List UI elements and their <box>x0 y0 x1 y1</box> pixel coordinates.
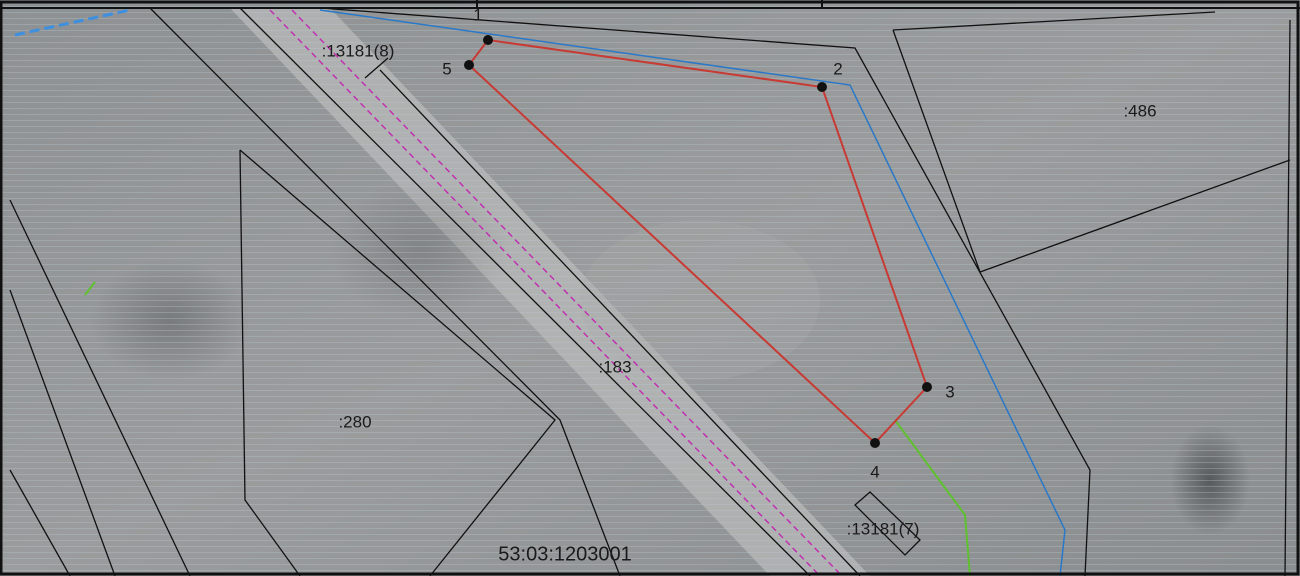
point-label: 5 <box>442 59 451 78</box>
point-label: 2 <box>833 59 842 78</box>
parcel-label: :13181(8) <box>322 41 395 60</box>
point-label: 1 <box>473 5 482 24</box>
vertex <box>817 82 827 92</box>
vertices <box>464 35 932 448</box>
point-label: 4 <box>870 462 879 481</box>
point-label: 3 <box>945 382 954 401</box>
parcel-label: :183 <box>598 357 631 376</box>
boundaries <box>9 7 1291 576</box>
quarter-label: 53:03:1203001 <box>498 543 631 565</box>
plot-boundary <box>467 38 929 445</box>
vertex <box>922 382 932 392</box>
vertex <box>483 35 493 45</box>
vertex <box>464 60 474 70</box>
parcel-label: :13181(7) <box>847 519 920 538</box>
vertex <box>870 438 880 448</box>
parcel-label: :280 <box>338 412 371 431</box>
labels: 1 2 3 4 5 :13181(8) :486 :183 :280 :1318… <box>322 5 1157 565</box>
parcel-label: :486 <box>1123 101 1156 120</box>
road-edges <box>14 8 1066 576</box>
